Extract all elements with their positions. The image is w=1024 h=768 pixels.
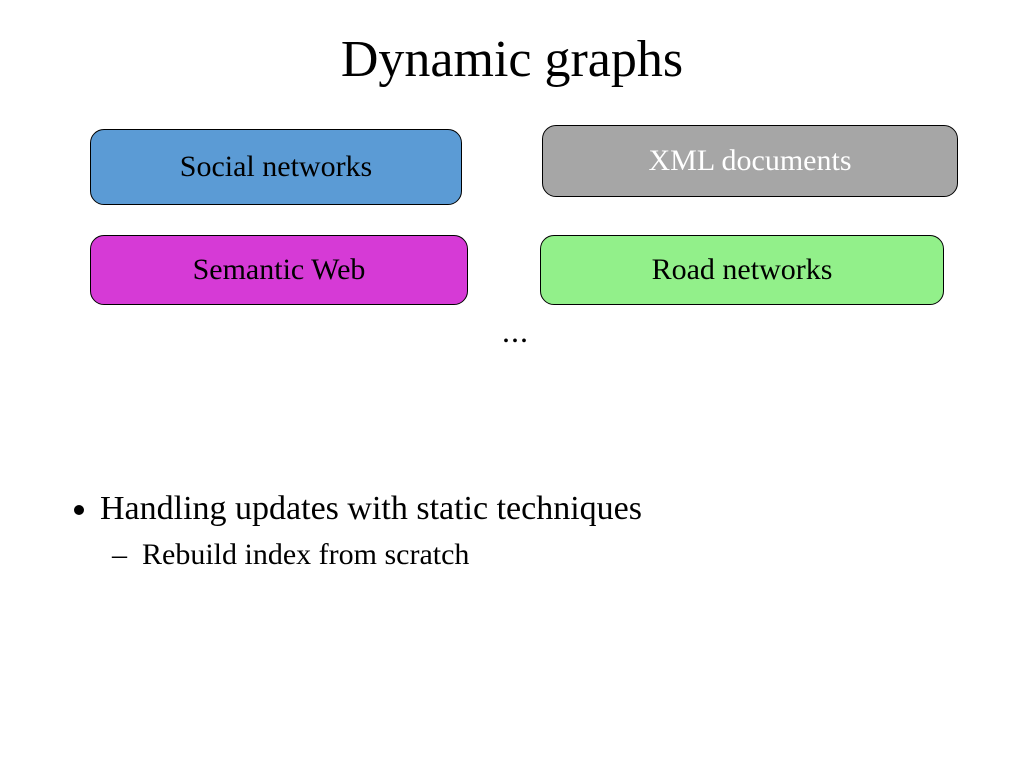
box-semantic-web: Semantic Web [90,235,468,305]
bullet-item-1: Handling updates with static techniques … [100,490,642,572]
bullet-item-1-text: Handling updates with static techniques [100,490,642,527]
boxes-container: Social networks XML documents Semantic W… [0,89,1024,369]
box-road-networks: Road networks [540,235,944,305]
bullet-list: Handling updates with static techniques … [70,490,642,586]
bullet-sub-1: Rebuild index from scratch [142,538,642,572]
box-xml-documents-label: XML documents [648,144,851,178]
ellipsis-text: ... [502,313,529,350]
slide-title: Dynamic graphs [0,0,1024,89]
box-semantic-web-label: Semantic Web [193,253,366,287]
bullet-sub-1-text: Rebuild index from scratch [142,538,469,571]
box-social-networks: Social networks [90,129,462,205]
box-social-networks-label: Social networks [180,150,372,184]
box-road-networks-label: Road networks [652,253,833,287]
box-xml-documents: XML documents [542,125,958,197]
